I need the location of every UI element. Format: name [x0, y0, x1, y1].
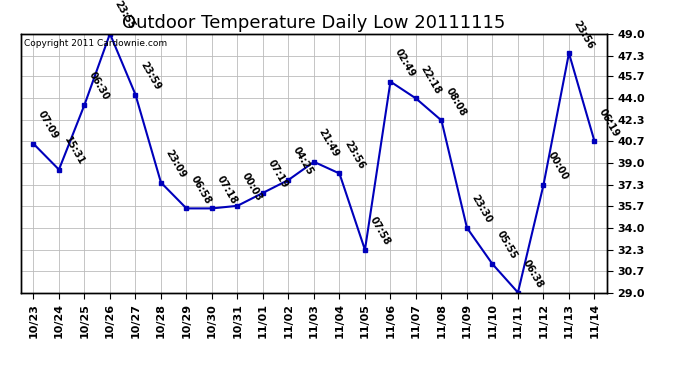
Text: Copyright 2011 Cardownie.com: Copyright 2011 Cardownie.com	[23, 39, 167, 48]
Text: 07:09: 07:09	[37, 109, 61, 141]
Text: 07:18: 07:18	[215, 174, 239, 206]
Text: 23:59: 23:59	[138, 60, 162, 92]
Text: 23:09: 23:09	[164, 148, 188, 180]
Text: 00:00: 00:00	[546, 150, 571, 182]
Text: 08:08: 08:08	[444, 86, 469, 118]
Text: 15:31: 15:31	[61, 135, 86, 167]
Text: 23:55: 23:55	[112, 0, 137, 31]
Text: 05:55: 05:55	[495, 230, 520, 261]
Text: 23:56: 23:56	[342, 139, 366, 171]
Text: 06:19: 06:19	[598, 106, 622, 138]
Title: Outdoor Temperature Daily Low 20111115: Outdoor Temperature Daily Low 20111115	[122, 14, 506, 32]
Text: 06:30: 06:30	[87, 70, 111, 102]
Text: 04:25: 04:25	[291, 146, 315, 177]
Text: 23:56: 23:56	[572, 18, 596, 50]
Text: 07:58: 07:58	[368, 215, 392, 247]
Text: 21:49: 21:49	[317, 127, 341, 159]
Text: 00:03: 00:03	[240, 171, 264, 203]
Text: 22:18: 22:18	[419, 64, 443, 96]
Text: 06:38: 06:38	[521, 258, 545, 290]
Text: 07:19: 07:19	[266, 158, 290, 190]
Text: 06:58: 06:58	[189, 174, 213, 206]
Text: 23:30: 23:30	[470, 193, 494, 225]
Text: 02:49: 02:49	[393, 47, 417, 79]
